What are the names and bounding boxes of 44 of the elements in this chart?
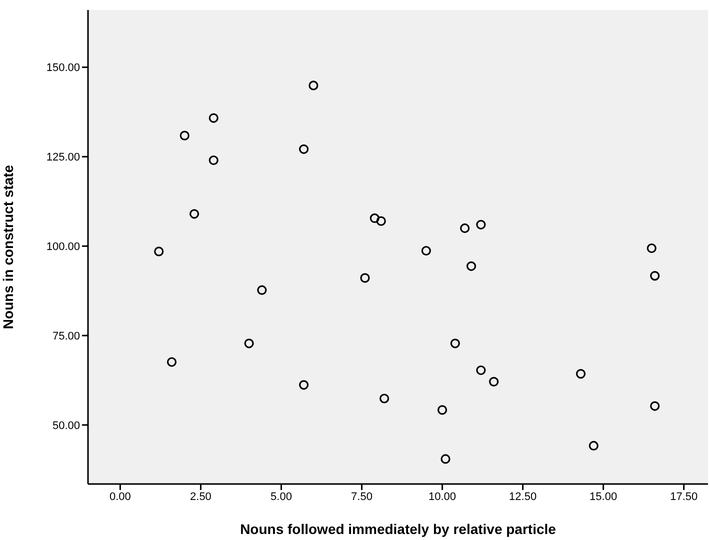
x-tick-label: 0.00: [109, 490, 131, 503]
point: [576, 369, 586, 379]
x-tick-label: 5.00: [270, 490, 292, 503]
y-tick-label: 50.00: [52, 420, 80, 432]
point: [180, 130, 190, 140]
point: [244, 338, 254, 348]
point: [208, 155, 218, 166]
point: [376, 216, 386, 226]
point: [476, 220, 486, 230]
point: [460, 223, 470, 234]
point: [489, 376, 499, 386]
point: [298, 144, 309, 154]
x-tick-label: 17.50: [670, 490, 698, 503]
point: [166, 357, 177, 367]
point: [208, 113, 218, 123]
y-tick-label: 100.00: [46, 241, 80, 254]
x-tick-label: 15.00: [590, 490, 618, 503]
point: [189, 209, 200, 219]
point: [154, 246, 164, 256]
x-axis-title: Nouns followed immediately by relative particle: [240, 521, 556, 537]
point: [421, 246, 431, 256]
point: [466, 261, 476, 271]
y-axis-title: Nouns in construct state: [0, 164, 16, 330]
point: [257, 285, 267, 295]
point: [370, 213, 380, 223]
x-tick-label: 10.00: [428, 490, 456, 503]
point: [588, 440, 598, 451]
x-tick-label: 7.50: [351, 490, 372, 503]
y-tick-label: 150.00: [46, 62, 80, 74]
point: [650, 271, 660, 281]
point: [437, 405, 448, 415]
point: [646, 243, 656, 254]
y-tick-label: 125.00: [46, 152, 80, 164]
point: [298, 380, 309, 390]
point: [450, 338, 460, 348]
point: [440, 454, 450, 464]
x-tick-label: 2.50: [190, 490, 212, 503]
point: [650, 401, 660, 411]
point: [476, 365, 486, 376]
point: [360, 273, 370, 283]
x-tick-label: 12.50: [509, 490, 537, 503]
y-tick-label: 75.00: [52, 330, 80, 342]
point: [380, 394, 390, 404]
point: [308, 80, 318, 90]
